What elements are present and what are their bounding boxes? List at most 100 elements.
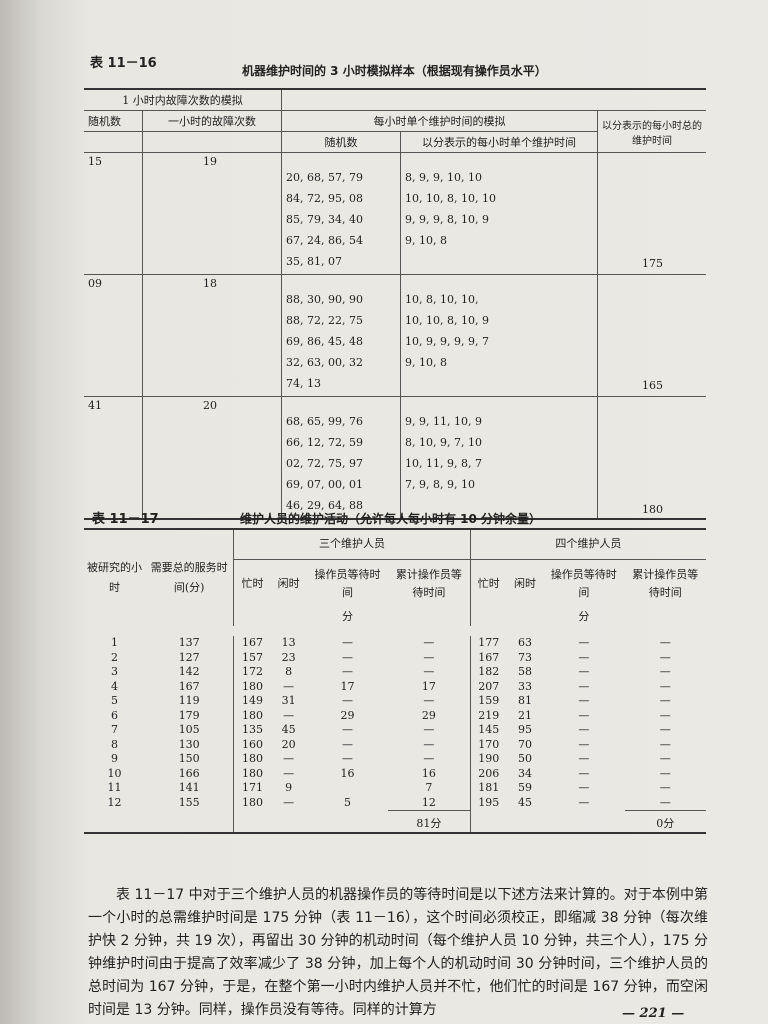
cell: 20 (281, 737, 296, 751)
cell: — (659, 694, 671, 707)
cell: 119 (178, 694, 200, 707)
header: 忙时 (233, 559, 271, 609)
cell: 150 (178, 752, 200, 765)
table-label: 表 11－17 (92, 512, 159, 527)
cell: 190 (469, 752, 507, 767)
row: 6 179 180 — 29 29 219 21 — — (84, 708, 706, 723)
header: 随机数 (84, 110, 143, 132)
line: 7, 9, 8, 9, 10 (405, 478, 475, 491)
cell: — (659, 679, 671, 693)
cell: 88, 30, 90, 90 88, 72, 22, 75 69, 86, 45, … (281, 274, 401, 397)
cell: — (283, 752, 295, 765)
header: 1 小时内故障次数的模拟 (84, 88, 282, 111)
cell: 15 (84, 152, 143, 275)
cell: 9, 9, 11, 10, 9 8, 10, 9, 7, 10 10, 11, 9,… (400, 396, 598, 520)
line: 88, 30, 90, 90 (286, 293, 363, 306)
cell: 157 (233, 650, 271, 665)
cell (271, 811, 307, 833)
cell: — (659, 795, 671, 809)
line: 67, 24, 86, 54 (286, 234, 363, 247)
cell (469, 609, 507, 632)
page-number-text: 221 (639, 1006, 667, 1021)
cell: 12 (421, 795, 436, 809)
line: 66, 12, 72, 59 (286, 436, 363, 449)
cell: — (341, 723, 353, 736)
header: 分 (543, 609, 625, 632)
line: 74, 13 (286, 377, 321, 390)
cell: — (578, 679, 590, 693)
cell: 29 (421, 708, 436, 722)
row: 81分 0分 (84, 810, 706, 833)
cell: 2 (111, 650, 119, 664)
cell: 1 (111, 636, 119, 649)
cell: 45 (281, 723, 296, 736)
header: 累计操作员等待时间 (632, 568, 699, 600)
cell: 09 (84, 274, 143, 397)
header: 被研究的小时 (84, 529, 146, 632)
cell: — (423, 737, 435, 751)
cell: 180 (233, 795, 271, 811)
row: 11 141 171 9 7 181 59 — — (84, 781, 706, 796)
cell: 180 (597, 396, 706, 520)
line: 69, 86, 45, 48 (286, 335, 363, 348)
cell: — (578, 708, 590, 722)
cell: — (578, 752, 590, 765)
header: 随机数 (281, 131, 401, 153)
line: 84, 72, 95, 08 (286, 192, 363, 205)
row: 15 19 20, 68, 57, 79 84, 72, 95, 08 85, 79, … (84, 152, 706, 275)
header: 累计操作员等待时间 (395, 568, 462, 600)
cell: 8 (111, 737, 119, 751)
cell (624, 609, 706, 632)
cell: 18 (142, 274, 282, 397)
cell: 141 (178, 781, 200, 794)
cell: 50 (518, 752, 533, 765)
cell: — (578, 723, 590, 736)
cell: — (283, 679, 295, 693)
cell: 206 (469, 766, 507, 781)
cell: 219 (469, 708, 507, 723)
header: 操作员等待时间 (550, 568, 617, 600)
header: 操作员等待时间 (314, 568, 381, 600)
header: 以分表示的每小时总的维护时间 (597, 110, 706, 153)
cell: 73 (518, 650, 533, 664)
line: 9, 10, 8 (405, 356, 447, 369)
cell: 180 (233, 752, 271, 767)
line: 32, 63, 00, 32 (286, 356, 363, 369)
line: 68, 65, 99, 76 (286, 415, 363, 428)
cell (507, 811, 543, 833)
cell: — (578, 636, 590, 649)
table-title: 维护人员的维护活动（允许每人每小时有 10 分钟余量） (240, 512, 542, 526)
cell: 41 (84, 396, 143, 520)
cell: 175 (597, 152, 706, 275)
line: 10, 11, 9, 8, 7 (405, 457, 482, 470)
cell: 195 (469, 795, 507, 811)
header: 每小时单个维护时间的模拟 (281, 110, 598, 132)
cell: — (578, 650, 590, 664)
cell: 159 (469, 694, 507, 709)
cell: 63 (518, 636, 533, 649)
cell: 171 (233, 781, 271, 796)
cell: 5 (343, 795, 351, 809)
cell (543, 811, 624, 833)
cell: — (578, 694, 590, 707)
cell (307, 781, 388, 796)
cell: — (659, 636, 671, 649)
cell (84, 811, 145, 833)
cell: 20, 68, 57, 79 84, 72, 95, 08 85, 79, 34, … (281, 152, 401, 275)
line: 10, 9, 9, 9, 9, 7 (405, 335, 489, 348)
line: 46, 29, 64, 88 (286, 499, 363, 512)
cell (388, 609, 471, 632)
cell: — (578, 737, 590, 751)
cell: — (423, 665, 435, 678)
cell: — (659, 781, 671, 794)
cell: 81分 (388, 810, 471, 833)
header: 以分表示的每小时单个维护时间 (400, 131, 598, 153)
cell: — (659, 708, 671, 722)
line: 10, 10, 8, 10, 9 (405, 314, 489, 327)
cell: 12 (107, 795, 122, 809)
cell: 33 (518, 679, 533, 693)
cell: 180 (233, 766, 271, 781)
cell: 167 (178, 679, 200, 693)
cell: 59 (518, 781, 533, 794)
